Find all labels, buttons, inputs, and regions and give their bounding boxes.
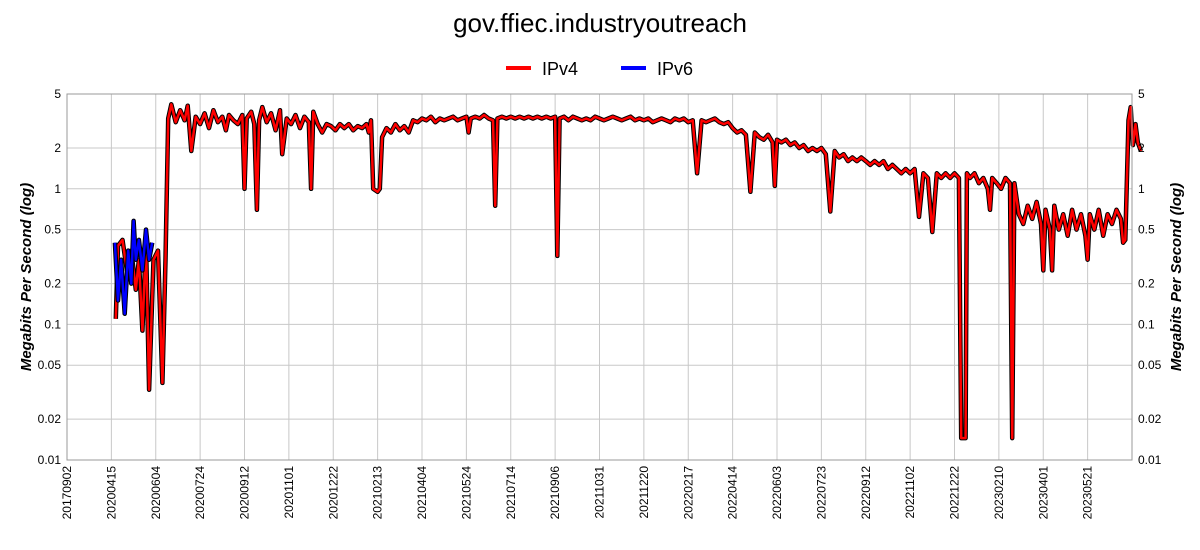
x-tick-label: 20210524	[459, 466, 473, 520]
x-tick-label: 20210714	[504, 466, 518, 520]
y-tick-label: 0.02	[1138, 412, 1162, 426]
y-tick-label: 0.05	[38, 358, 62, 372]
x-tick-label: 20200604	[149, 466, 163, 520]
x-tick-label: 20200912	[238, 466, 252, 520]
x-axis: 20170902 20200415 20200604 20200724 20200912…	[60, 466, 1095, 520]
x-tick-label: 20210404	[415, 466, 429, 520]
series-outline-ipv4	[113, 102, 1144, 441]
grid	[66, 93, 1132, 461]
y-tick-label: 0.5	[1138, 223, 1155, 237]
y-tick-label: 2	[54, 141, 61, 155]
x-tick-label: 20220217	[681, 466, 695, 520]
legend-label-ipv4: IPv4	[542, 59, 578, 79]
legend: IPv4 IPv6	[506, 59, 693, 79]
plot-frame	[66, 93, 1133, 461]
y-tick-label: 0.05	[1138, 358, 1162, 372]
x-tick-label: 20221102	[903, 466, 917, 519]
y-axis-label-right: Megabits Per Second (log)	[1168, 183, 1185, 371]
y-tick-label: 0.02	[38, 412, 62, 426]
x-tick-label: 20201222	[326, 466, 340, 520]
y-axis-label-left: Megabits Per Second (log)	[18, 183, 35, 371]
y-tick-label: 1	[54, 182, 61, 196]
y-tick-label: 0.1	[44, 317, 61, 331]
x-tick-label: 20200415	[104, 466, 118, 520]
y-tick-label: 0.1	[1138, 317, 1155, 331]
y-tick-label: 1	[1138, 182, 1145, 196]
x-tick-label: 20230401	[1036, 466, 1050, 520]
x-tick-label: 20200724	[193, 466, 207, 520]
x-tick-label: 20221222	[948, 466, 962, 520]
y-tick-label: 0.5	[44, 223, 61, 237]
y-tick-label: 0.01	[1138, 453, 1162, 467]
x-tick-label: 20211031	[593, 466, 607, 519]
x-tick-label: 20230521	[1081, 466, 1095, 520]
x-tick-label: 20230210	[992, 466, 1006, 520]
y-tick-label: 2	[1138, 141, 1145, 155]
x-tick-label: 20210906	[548, 466, 562, 520]
x-tick-label: 20220414	[726, 466, 740, 520]
chart-title: gov.ffiec.industryoutreach	[453, 8, 747, 38]
series-line-ipv6	[113, 219, 154, 315]
y-tick-label: 5	[1138, 87, 1145, 101]
x-tick-label: 20220603	[770, 466, 784, 520]
series-line-ipv4	[114, 103, 1143, 440]
y-tick-label: 5	[54, 87, 61, 101]
x-tick-label: 20210213	[371, 466, 385, 520]
x-tick-label: 20201101	[282, 466, 296, 519]
x-tick-label: 20170902	[60, 466, 74, 520]
legend-label-ipv6: IPv6	[657, 59, 693, 79]
y-axis-left: 5 2 1 0.5 0.2 0.1 0.05 0.02 0.01	[38, 87, 62, 467]
x-tick-label: 20220912	[859, 466, 873, 520]
x-tick-label: 20220723	[814, 466, 828, 520]
y-axis-right: 5 2 1 0.5 0.2 0.1 0.05 0.02 0.01	[1138, 87, 1162, 467]
y-tick-label: 0.2	[1138, 277, 1155, 291]
y-tick-label: 0.2	[44, 277, 61, 291]
y-tick-label: 0.01	[38, 453, 62, 467]
series-layer	[112, 102, 1144, 441]
x-tick-label: 20211220	[637, 466, 651, 519]
